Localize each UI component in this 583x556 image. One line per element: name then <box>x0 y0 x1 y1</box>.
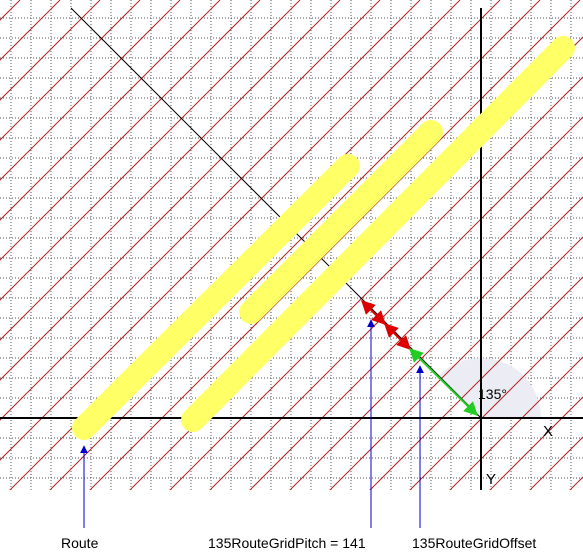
route-grid-line <box>169 76 583 490</box>
route-grid-line <box>0 0 461 461</box>
route-grid-line <box>0 0 221 221</box>
route-segment <box>72 154 360 440</box>
route-grid-line <box>0 0 181 181</box>
offset-label: 135RouteGridOffset <box>412 535 536 551</box>
offset-arrow <box>409 348 478 416</box>
angle-label: 135° <box>478 386 507 402</box>
route-grid-line <box>249 156 583 490</box>
route-grid-line <box>49 0 541 490</box>
routes <box>72 36 575 440</box>
route-grid-line <box>369 276 583 490</box>
route-label: Route <box>61 535 99 551</box>
pitch-arrows <box>361 300 411 350</box>
route-segment <box>181 36 575 432</box>
y-axis-label: Y <box>486 471 496 488</box>
route-grid-line <box>0 0 261 261</box>
direction-line-135 <box>70 7 482 419</box>
route-grid-line <box>0 0 301 301</box>
pitch-label: 135RouteGridPitch = 141 <box>208 535 366 551</box>
route-grid-line <box>0 0 141 141</box>
callout-arrows <box>80 319 424 528</box>
route-grid-line <box>0 0 421 421</box>
pitch-arrow <box>384 323 411 350</box>
route-grid-line <box>0 0 381 381</box>
x-axis-label: X <box>543 423 553 440</box>
pitch-arrow <box>361 300 386 325</box>
route-grid-line <box>0 0 341 341</box>
route-segment <box>239 120 443 324</box>
route-grid-line <box>209 116 583 490</box>
route-grid-line <box>329 236 583 490</box>
